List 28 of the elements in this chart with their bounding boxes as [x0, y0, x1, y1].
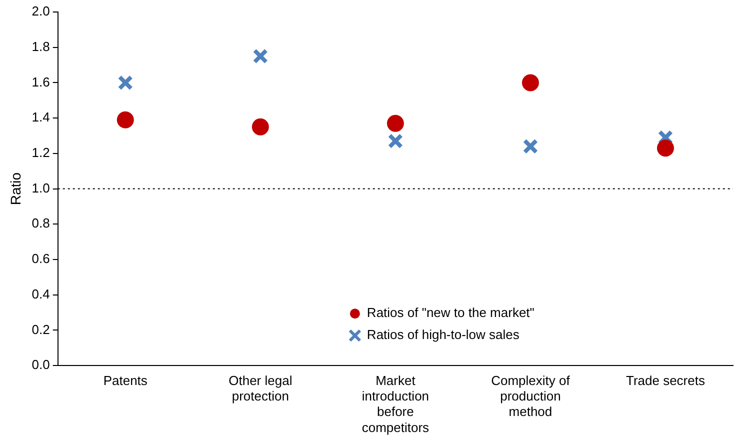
x-tick-label: Market introduction before competitors — [362, 372, 430, 435]
y-tick-label: 0.2 — [32, 322, 50, 337]
point — [116, 111, 134, 128]
y-tick-label: 0.6 — [32, 251, 50, 266]
y-tick-label: 1.8 — [32, 38, 50, 54]
point — [388, 133, 404, 149]
x-tick-label: Complexity of production method — [491, 372, 570, 420]
point — [522, 138, 538, 154]
point — [656, 140, 674, 157]
point — [252, 48, 268, 64]
legend-label: Ratios of "new to the market" — [366, 305, 535, 320]
point — [386, 114, 404, 132]
y-tick-label: 2.0 — [32, 4, 50, 19]
point — [522, 74, 539, 92]
y-tick-label: 1.0 — [32, 180, 50, 196]
point — [118, 75, 134, 90]
y-tick-label: 1.6 — [32, 74, 50, 90]
y-tick-label: 1.2 — [32, 145, 50, 160]
x-tick-label: Patents — [103, 372, 148, 388]
legend-label: Ratios of high-to-low sales — [366, 327, 520, 342]
y-tick-label: 0.4 — [32, 286, 50, 302]
y-tick-label: 1.4 — [32, 110, 50, 125]
y-axis-title: Ratio — [7, 172, 24, 206]
x-tick-label: Other legal protection — [228, 372, 292, 404]
y-tick-label: 0.8 — [32, 216, 50, 231]
y-tick-label: 0.0 — [32, 357, 50, 372]
point — [252, 118, 269, 136]
x-tick-label: Trade secrets — [626, 372, 706, 388]
